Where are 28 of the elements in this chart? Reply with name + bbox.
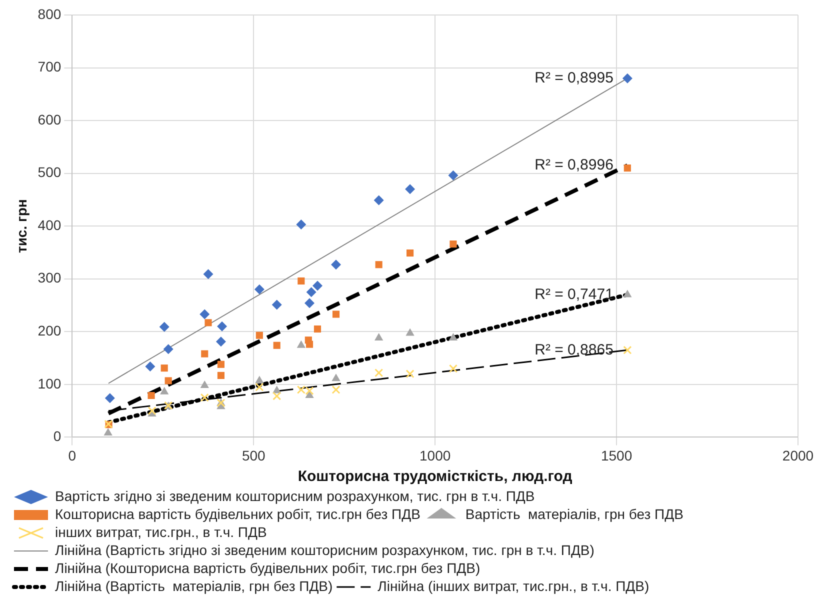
y-tick-label: 300	[38, 270, 62, 286]
y-tick-label: 700	[38, 58, 62, 75]
legend-label: Лінійна (Вартість матеріалів, грн без ПДВ)	[55, 578, 333, 594]
annotation: R² = 0,8995	[534, 69, 614, 86]
y-tick-label: 100	[38, 375, 62, 392]
y-axis-title: тис. грн	[13, 199, 30, 254]
y-tick-label: 400	[38, 216, 62, 233]
y-tick-label: 200	[38, 322, 62, 339]
legend-label: інших витрат, тис.грн., в т.ч. ПДВ	[55, 524, 267, 540]
annotation: R² = 0,8996	[534, 156, 614, 174]
legend-label: Вартість матеріалів, грн без ПДВ	[465, 506, 684, 522]
x-tick-label: 0	[68, 447, 76, 464]
legend-label: Лінійна (інших витрат, тис.грн., в т.ч. ПДВ)	[378, 578, 650, 594]
y-tick-label: 600	[38, 111, 62, 128]
x-axis-title: Кошторисна трудомісткість, люд.год	[298, 468, 573, 486]
y-tick-label: 800	[38, 6, 62, 22]
x-tick-label: 500	[242, 447, 266, 464]
annotation: R² = 0,8865	[534, 341, 614, 358]
x-tick-label: 2000	[782, 447, 814, 464]
y-tick-label: 500	[38, 164, 62, 180]
legend-label: Вартість згідно зі зведеним кошторисним розрахунком, тис. грн в т.ч. ПДВ	[55, 488, 535, 504]
legend-label: Лінійна (Кошторисна вартість будівельних робіт, тис.грн без ПДВ)	[55, 560, 480, 576]
annotation: R² = 0,7471	[534, 286, 614, 303]
y-tick-label: 0	[53, 428, 62, 444]
x-tick-label: 1000	[420, 447, 451, 464]
legend-label: Лінійна (Вартість згідно зі зведеним кошторисним розрахунком, тис. грн в т.ч. ПДВ)	[55, 542, 594, 558]
legend-label: Кошторисна вартість будівельних робіт, тис.грн без ПДВ	[55, 506, 420, 522]
x-tick-label: 1500	[600, 447, 632, 464]
